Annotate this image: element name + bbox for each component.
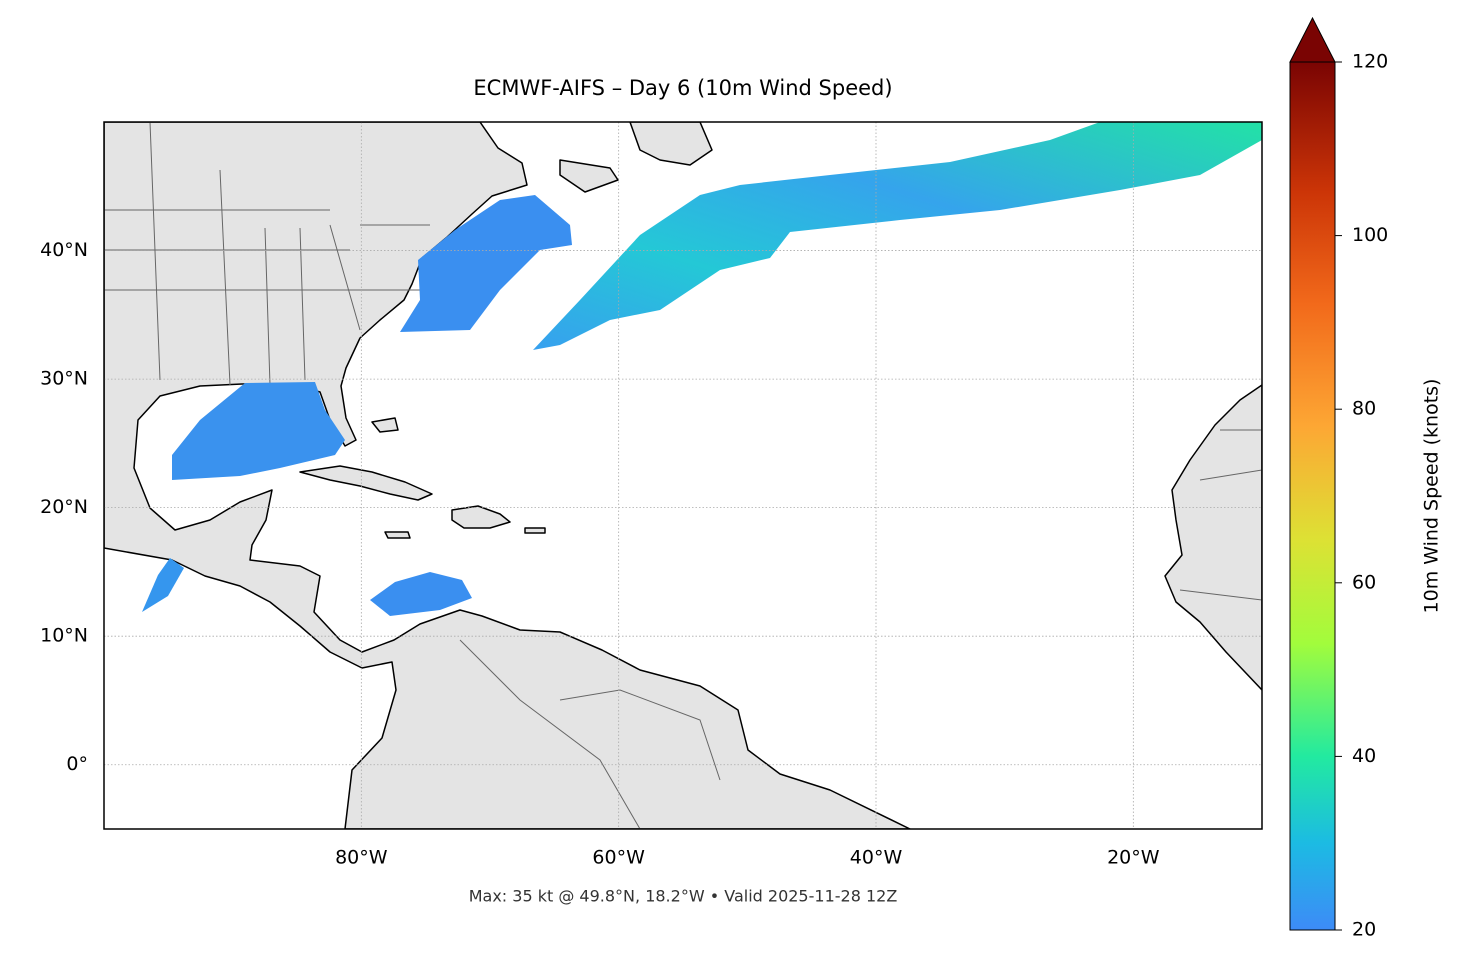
puerto-rico [524, 527, 546, 534]
lat-tick-label: 0° [66, 753, 88, 775]
footer: Max: 35 kt @ 49.8°N, 18.2°W • Valid 2025… [469, 887, 898, 906]
lon-tick-label: 20°W [1107, 847, 1160, 869]
map-area [104, 122, 1262, 829]
newfoundland [629, 122, 713, 166]
colorbar-tick-label: 120 [1352, 51, 1388, 73]
colorbar-tick-label: 20 [1352, 919, 1376, 941]
colorbar-extend [1289, 16, 1336, 63]
pacific-wind [142, 558, 184, 612]
atlantic-wind [533, 122, 1262, 350]
colorbar-tick-label: 100 [1352, 224, 1388, 246]
lon-tick-label: 80°W [335, 847, 388, 869]
gulf-wind [172, 382, 345, 480]
africa [1164, 384, 1262, 691]
lat-tick-label: 40°N [40, 239, 88, 261]
nova-scotia [559, 159, 619, 193]
lon-tick-label: 60°W [592, 847, 645, 869]
sa-borders [459, 429, 1262, 829]
caribbean-wind [370, 572, 472, 616]
lon-tick-label: 40°W [850, 847, 903, 869]
us-borders [104, 122, 430, 386]
map-title: ECMWF-AIFS – Day 6 (10m Wind Speed) [473, 76, 892, 100]
colorbar-tick-label: 80 [1352, 398, 1376, 420]
map-frame [103, 121, 1263, 830]
lat-tick-label: 30°N [40, 368, 88, 390]
colorbar [1289, 61, 1336, 931]
americas [104, 122, 911, 829]
lat-tick-label: 20°N [40, 496, 88, 518]
colorbar-label: 10m Wind Speed (knots) [1421, 379, 1443, 614]
hispaniola [451, 505, 511, 529]
bahamas [371, 417, 399, 433]
east-coast-wind [400, 195, 572, 332]
colorbar-tick-label: 40 [1352, 745, 1376, 767]
colorbar-tick-label: 60 [1352, 571, 1376, 593]
lat-tick-label: 10°N [40, 625, 88, 647]
cuba [299, 465, 433, 501]
jamaica [384, 531, 411, 539]
